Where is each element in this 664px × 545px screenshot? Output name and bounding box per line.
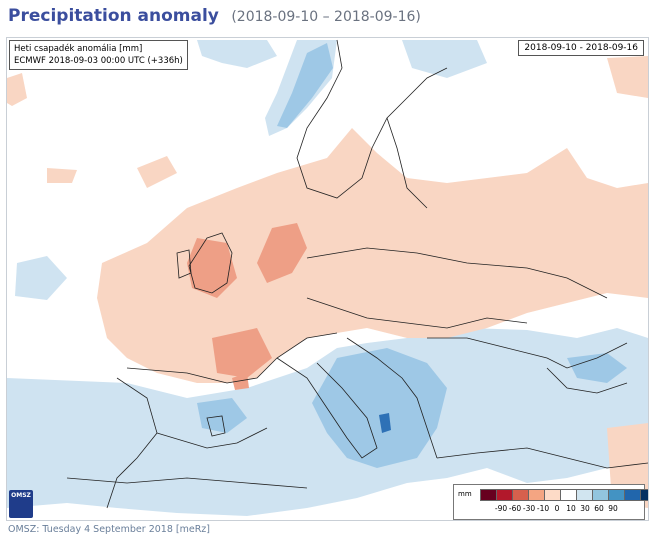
legend-swatch <box>624 489 641 501</box>
legend-tick-label: 10 <box>566 504 576 513</box>
legend-swatch <box>480 489 497 501</box>
legend-swatch <box>640 489 648 501</box>
anomaly-map[interactable]: Heti csapadék anomália [mm] ECMWF 2018-0… <box>6 37 649 521</box>
date-range-text: (2018-09-10 – 2018-09-16) <box>231 9 421 25</box>
info-title: Heti csapadék anomália [mm] <box>14 44 143 54</box>
map-canvas <box>7 39 648 516</box>
coast-black-sea-north <box>427 337 628 369</box>
wet-area-norway-core <box>277 43 333 128</box>
country-borders <box>66 39 648 509</box>
page-title: Precipitation anomaly (2018-09-10 – 2018… <box>8 6 421 28</box>
coast-north-africa <box>66 477 308 489</box>
border-scandinavia <box>296 39 448 199</box>
legend-tick-label: 0 <box>554 504 560 513</box>
coast-britain <box>188 232 233 294</box>
border-sweden-finland <box>386 117 428 209</box>
color-legend: mm -90 -60 -30 -10 0 10 30 60 90 <box>453 484 648 520</box>
dry-area-atlantic-a <box>137 156 177 188</box>
border-pyrenees-alps <box>126 332 338 384</box>
legend-swatch <box>608 489 625 501</box>
coast-turkey <box>436 447 648 469</box>
dry-area-atlantic-b <box>47 168 77 183</box>
dry-area-northeast <box>607 56 648 98</box>
legend-tick-label: 30 <box>580 504 590 513</box>
legend-tick-label: 90 <box>608 504 618 513</box>
coast-balkans <box>346 337 438 459</box>
dry-area-britain <box>187 238 237 298</box>
wet-area-ionian-core <box>379 413 391 433</box>
legend-swatch <box>560 489 577 501</box>
legend-tick-labels: -90 -60 -30 -10 0 10 30 60 90 <box>480 504 648 516</box>
border-carpathians <box>306 297 528 329</box>
legend-swatch <box>592 489 609 501</box>
dry-area-greenland-edge <box>7 73 27 106</box>
footer-credit: OMSZ: Tuesday 4 September 2018 [meRz] <box>8 524 210 535</box>
title-text: Precipitation anomaly <box>8 6 219 26</box>
map-date-box: 2018-09-10 - 2018-09-16 <box>518 40 644 56</box>
logo-text: OMSZ <box>11 492 31 499</box>
coast-black-sea-south <box>546 367 628 394</box>
legend-swatch <box>496 489 513 501</box>
wet-area-black-sea-east <box>567 353 627 383</box>
map-info-box: Heti csapadék anomália [mm] ECMWF 2018-0… <box>9 40 188 70</box>
legend-tick-label: -90 <box>494 504 508 513</box>
legend-tick-label: -60 <box>508 504 522 513</box>
coast-italy <box>276 357 378 459</box>
omsz-logo: OMSZ <box>9 490 33 518</box>
legend-tick-label: -30 <box>522 504 536 513</box>
info-model-run: ECMWF 2018-09-03 00:00 UTC (+336h) <box>14 56 183 66</box>
wet-area-sardinia <box>197 398 247 433</box>
coast-iberia-south <box>156 427 268 449</box>
wet-area-north-sea-a <box>197 40 277 68</box>
dry-area-benelux <box>257 223 307 283</box>
border-poland-east <box>306 247 608 299</box>
coast-iberia-west <box>106 377 158 509</box>
dry-area-france-south <box>212 328 272 378</box>
legend-tick-label: -10 <box>536 504 550 513</box>
wet-area-adriatic-balkans <box>312 348 447 468</box>
legend-swatch <box>544 489 561 501</box>
legend-unit: mm <box>458 490 472 498</box>
legend-swatch <box>512 489 529 501</box>
legend-color-bar <box>480 489 648 501</box>
coast-sardinia <box>206 415 226 437</box>
wet-anomaly-areas <box>7 40 648 516</box>
legend-swatch <box>576 489 593 501</box>
wet-area-atlantic-west <box>15 256 67 300</box>
legend-swatch <box>528 489 545 501</box>
wet-area-finland <box>402 40 487 78</box>
dry-area-massif <box>232 373 249 390</box>
legend-tick-label: 60 <box>594 504 604 513</box>
dry-area-central-europe <box>97 128 648 383</box>
coast-ireland <box>176 249 192 279</box>
